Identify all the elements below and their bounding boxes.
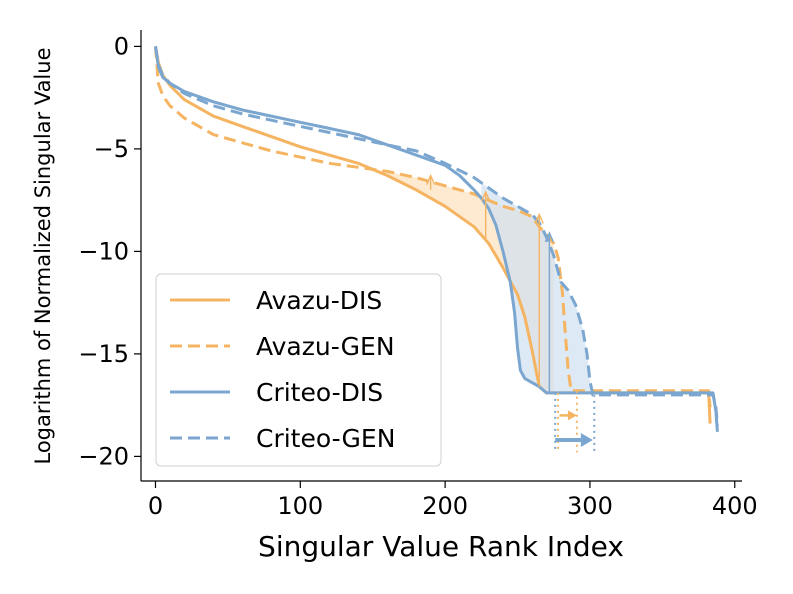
vertical-arrow-head-avazu (481, 190, 491, 202)
horizontal-arrow-head-criteo (580, 433, 593, 447)
x-tick-label: 100 (277, 492, 323, 520)
horizontal-arrow-head-avazu (567, 410, 577, 421)
legend-frame (155, 273, 442, 467)
y-tick-label: −5 (94, 135, 129, 163)
x-axis-title: Singular Value Rank Index (258, 530, 624, 563)
vertical-arrow-head-avazu (534, 212, 544, 224)
x-tick-label: 200 (422, 492, 468, 520)
legend-label-criteo-dis: Criteo-DIS (256, 378, 383, 407)
gap-annotations (425, 173, 596, 453)
axes (140, 30, 742, 482)
x-tick-label: 0 (148, 492, 163, 520)
legend-label-avazu-dis: Avazu-DIS (256, 286, 382, 315)
x-tick-label: 400 (712, 492, 758, 520)
vertical-arrow-head-avazu (425, 173, 436, 185)
x-tick-label: 300 (567, 492, 613, 520)
legend-label-avazu-gen: Avazu-GEN (256, 332, 395, 361)
legend: Avazu-DIS Avazu-GEN Criteo-DIS Criteo-GEN (155, 273, 442, 467)
series-line-avazu-gen (154, 46, 712, 408)
y-tick-label: −10 (78, 237, 129, 265)
y-tick-label: −15 (78, 340, 129, 368)
shaded-gap-regions (372, 169, 590, 393)
y-axis-title: Logarithm of Normalized Singular Value (31, 48, 55, 465)
shaded-region-criteo (481, 182, 590, 393)
series-line-criteo-gen (154, 46, 719, 426)
vertical-arrow-head-criteo (544, 231, 555, 243)
legend-label-criteo-gen: Criteo-GEN (256, 424, 395, 453)
y-tick-label: −20 (78, 442, 129, 470)
y-tick-label: 0 (114, 32, 129, 60)
ticks: 0 100 200 300 400 0 −5 −10 −15 −20 (78, 32, 757, 520)
